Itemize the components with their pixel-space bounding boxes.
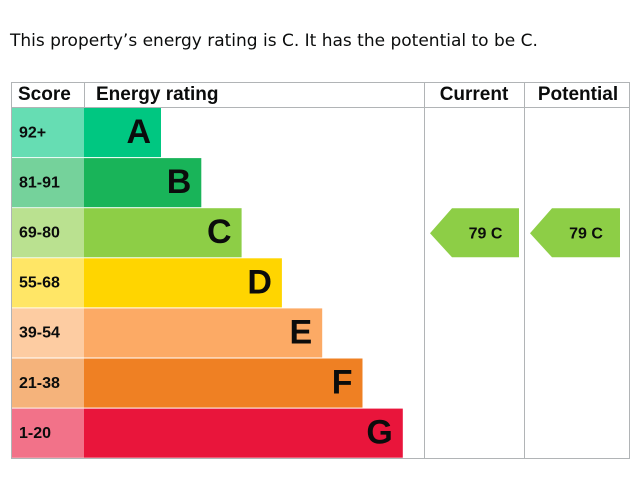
rating-letter: C: [207, 213, 232, 251]
score-cell: [12, 258, 84, 308]
score-cell: [12, 108, 84, 158]
rating-letter: F: [332, 364, 353, 402]
score-label: 81-91: [19, 174, 60, 191]
score-cell: [12, 208, 84, 258]
potential-marker-label: 79 C: [569, 225, 603, 242]
score-label: 21-38: [19, 375, 60, 392]
header-current: Current: [440, 84, 509, 105]
score-cell-tint: [12, 258, 84, 308]
rating-bar: [84, 208, 242, 258]
score-label: 1-20: [19, 425, 51, 442]
rating-bar: [84, 108, 161, 158]
rating-bar: [84, 258, 282, 308]
score-cell-tint: [12, 208, 84, 258]
rating-bar: [84, 308, 323, 358]
rating-letter: G: [366, 414, 392, 452]
header-potential: Potential: [538, 84, 618, 105]
rating-bar: [84, 358, 363, 408]
rating-letter: D: [247, 263, 272, 301]
score-cell: [12, 358, 84, 408]
rating-bar: [84, 408, 403, 458]
potential-marker: [530, 208, 620, 258]
rating-bar: [84, 158, 202, 208]
current-marker: [430, 208, 519, 258]
score-cell: [12, 408, 84, 458]
score-cell: [12, 308, 84, 358]
score-cell-tint: [12, 108, 84, 158]
score-cell-tint: [12, 308, 84, 358]
header-energy-rating: Energy rating: [96, 84, 218, 105]
table-frame: [11, 82, 630, 459]
score-cell-tint: [12, 358, 84, 408]
current-marker-label: 79 C: [469, 225, 503, 242]
intro-text: This property’s energy rating is C. It h…: [9, 31, 538, 51]
score-cell-tint: [12, 158, 84, 208]
score-cell: [12, 158, 84, 208]
score-label: 69-80: [19, 224, 60, 241]
rating-letter: B: [167, 163, 192, 201]
score-label: 55-68: [19, 275, 60, 292]
header-score: Score: [18, 84, 71, 105]
score-label: 92+: [19, 124, 46, 141]
rating-letter: A: [126, 113, 151, 151]
score-label: 39-54: [19, 325, 60, 342]
table-border: [11, 82, 630, 459]
rating-letter: E: [290, 313, 313, 351]
score-cell-tint: [12, 408, 84, 458]
